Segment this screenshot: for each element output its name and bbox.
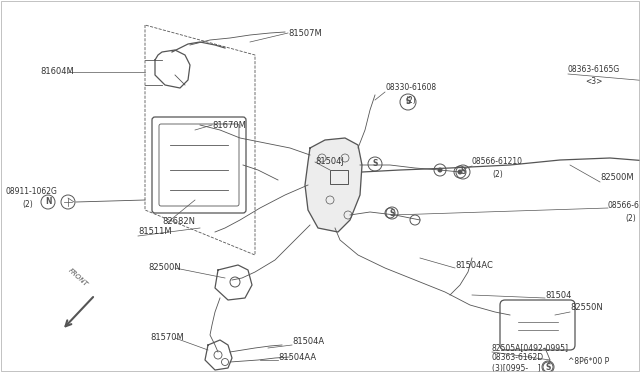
Circle shape [458,170,463,174]
Text: 08566-61210: 08566-61210 [472,157,523,167]
FancyBboxPatch shape [330,170,348,184]
Text: (2): (2) [492,170,503,180]
Text: 81504J: 81504J [315,157,344,167]
Text: 08363-6165G: 08363-6165G [568,65,620,74]
Text: S: S [372,160,378,169]
Text: 82500M: 82500M [600,173,634,183]
Text: 82505A[0492-0995]: 82505A[0492-0995] [492,343,569,353]
Text: (2): (2) [625,214,636,222]
Text: 81504A: 81504A [292,337,324,346]
Text: N: N [45,198,51,206]
Text: (3)[0995-    ]: (3)[0995- ] [492,363,541,372]
Text: ^8P6*00 P: ^8P6*00 P [568,357,609,366]
Text: 81504AC: 81504AC [455,260,493,269]
Text: 81670M: 81670M [212,121,246,129]
Text: S: S [545,362,550,372]
Text: 82550N: 82550N [570,304,603,312]
Text: 81511M: 81511M [138,228,172,237]
Text: 81507M: 81507M [288,29,322,38]
Text: 08566-61210: 08566-61210 [608,201,640,209]
Polygon shape [305,138,362,232]
Text: S: S [389,208,395,218]
Text: 82682N: 82682N [162,218,195,227]
Circle shape [438,167,442,173]
Text: 08363-6162D: 08363-6162D [492,353,544,362]
Text: 08330-61608: 08330-61608 [385,83,436,93]
Text: 08911-1062G: 08911-1062G [5,187,57,196]
Text: 82500N: 82500N [148,263,180,273]
Text: (2): (2) [22,201,33,209]
Text: FRONT: FRONT [67,267,89,288]
Text: 81570M: 81570M [150,334,184,343]
Text: S: S [405,97,411,106]
Text: (2): (2) [405,96,416,105]
Text: <3>: <3> [585,77,602,87]
Text: S: S [460,167,466,176]
Text: 81504AA: 81504AA [278,353,316,362]
Text: 81604M: 81604M [40,67,74,77]
Text: 81504: 81504 [545,291,572,299]
